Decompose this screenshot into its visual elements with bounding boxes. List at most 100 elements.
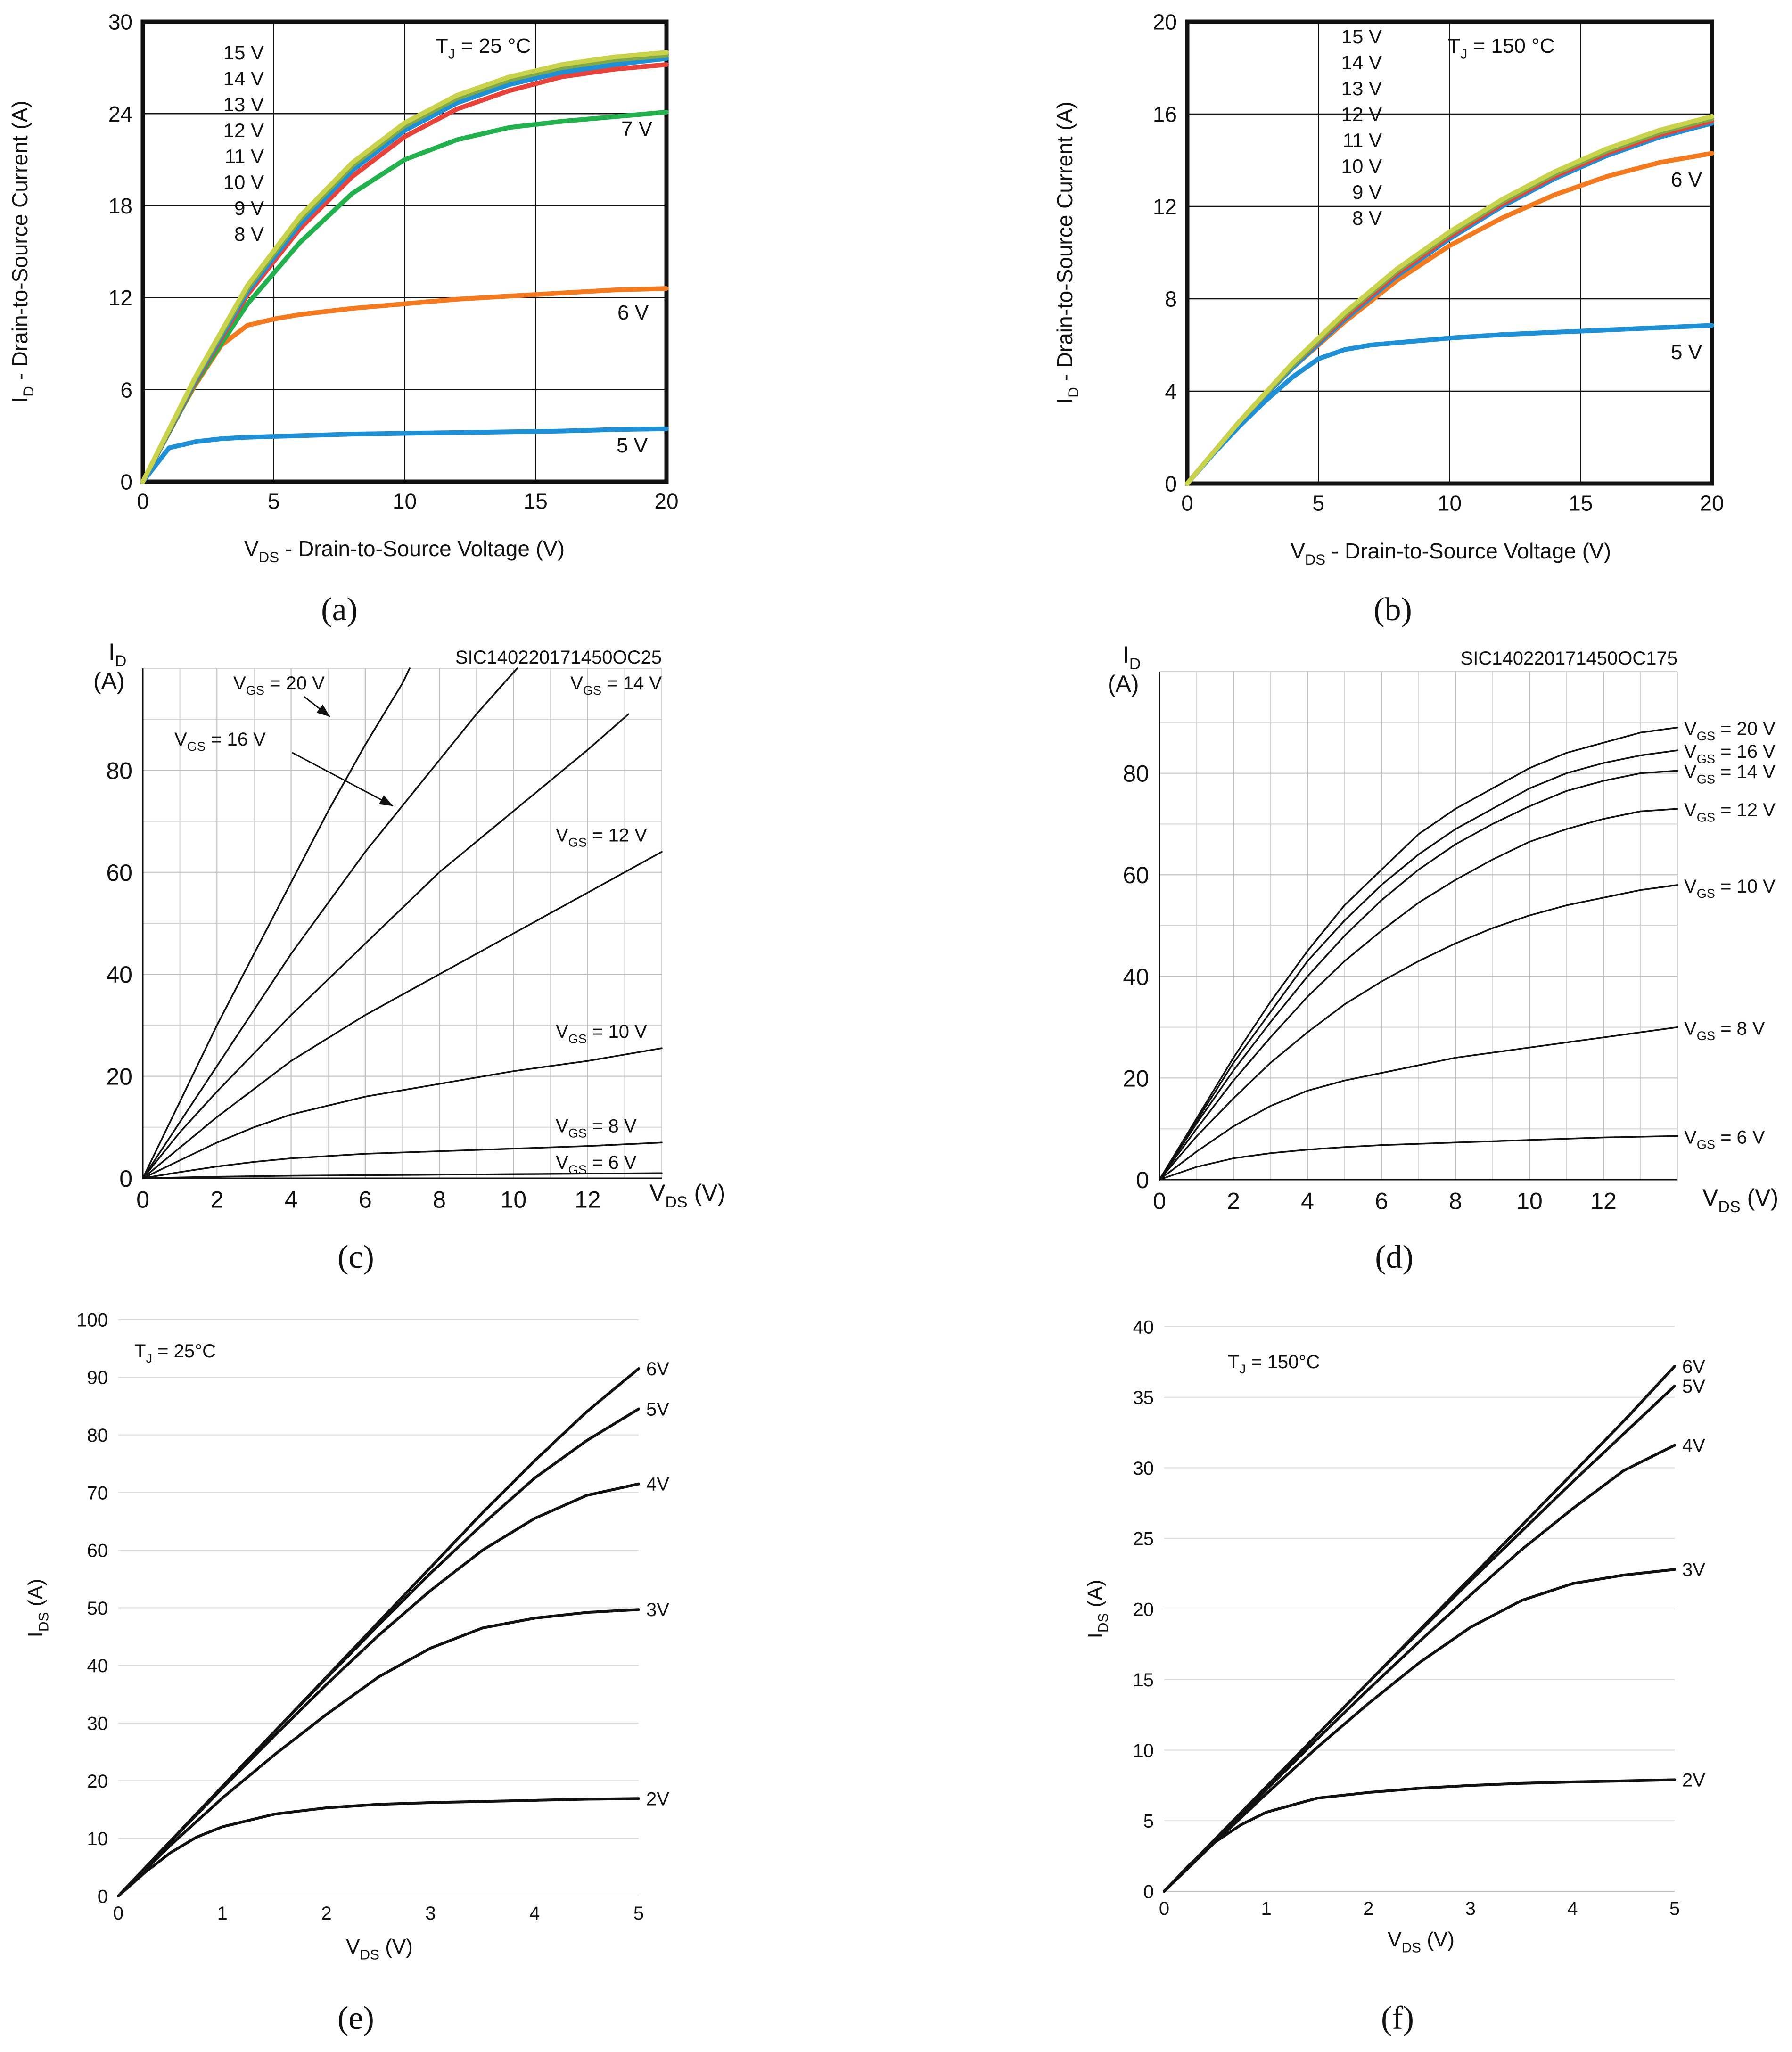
chart-a-series-line [140, 109, 669, 484]
chart-d-y-tick-label: 80 [1123, 761, 1149, 787]
chart-b-series-label: 5 V [1671, 341, 1702, 364]
chart-e-series-label: 2V [646, 1789, 669, 1809]
chart-d-x-tick-label: 8 [1449, 1188, 1462, 1215]
chart-b-legend-entry: 13 V [1341, 77, 1382, 99]
chart-b-legend-entry: 14 V [1341, 51, 1382, 74]
chart-f-series-line [1163, 1778, 1676, 1893]
chart-d-series-label: VGS​ = 16 V [1684, 741, 1776, 766]
chart-d-series-label: VGS​ = 14 V [1684, 762, 1776, 786]
chart-f-x-tick-label: 4 [1567, 1898, 1578, 1919]
panel-b: 0 5 10 15 20 0 4 8 12 16 20 VDS​ - Drain-to-Source … [1052, 10, 1724, 568]
chart-f-y-axis-label: IDS​ (A) [1084, 1580, 1111, 1639]
chart-d-series-line [1159, 808, 1678, 1181]
chart-e-x-tick-label: 5 [633, 1903, 644, 1924]
chart-d-y-axis-unit: (A) [1108, 671, 1139, 697]
panel-f: 0 1 2 3 4 5 0 5 10 15 20 25 30 35 40 VDS​ (V) IDS​ (A) TJ… [1084, 1317, 1705, 1955]
chart-d-series-label: VGS​ = 12 V [1684, 800, 1776, 824]
chart-f-x-tick-label: 0 [1159, 1898, 1169, 1919]
chart-c-y-axis-unit: (A) [93, 668, 125, 694]
chart-b-y-tick-label: 20 [1153, 10, 1177, 34]
chart-c-series-label: VGS​ = 6 V [556, 1152, 637, 1177]
chart-e-series-line [117, 1482, 640, 1897]
chart-f-y-tick-label: 40 [1133, 1317, 1154, 1338]
chart-c-callout-label: VGS​ = 20 V [233, 673, 325, 698]
chart-b-legend-entry: 10 V [1341, 155, 1382, 177]
panel-label-c: (c) [337, 1239, 374, 1275]
chart-c-x-tick-label: 0 [136, 1187, 149, 1213]
chart-b-y-tick-label: 0 [1165, 472, 1177, 496]
chart-a-x-tick-label: 20 [654, 489, 678, 514]
chart-b-legend-entry: 12 V [1341, 103, 1382, 125]
chart-e-series-line [117, 1608, 640, 1897]
chart-e-x-tick-label: 0 [113, 1903, 123, 1924]
chart-e-y-tick-label: 80 [87, 1425, 108, 1446]
chart-c-y-tick-label: 20 [106, 1064, 132, 1090]
chart-e-y-tick-label: 100 [76, 1310, 108, 1330]
chart-d-series-label: VGS​ = 10 V [1684, 876, 1776, 901]
chart-e-series-label: 3V [646, 1600, 669, 1620]
chart-a-series-label: 6 V [617, 301, 649, 324]
panel-d: 0 2 4 6 8 10 12 0 20 40 60 80 VDS​ (V) ID​(A) SIC14022… [1108, 641, 1778, 1216]
chart-d-y-tick-label: 20 [1123, 1065, 1149, 1092]
chart-d-series-label: VGS​ = 6 V [1684, 1127, 1765, 1151]
chart-d-series-label: VGS​ = 8 V [1684, 1018, 1765, 1043]
chart-f-series-label: 6V [1682, 1356, 1705, 1377]
chart-e-y-tick-label: 90 [87, 1368, 108, 1388]
chart-e-y-tick-label: 10 [87, 1829, 108, 1849]
chart-b-y-axis-label: ID​ - Drain-to-Source Current (A) [1052, 101, 1082, 403]
chart-c-y-tick-label: 60 [106, 860, 132, 886]
chart-e-series-line [117, 1797, 640, 1897]
chart-d-series-line [1159, 749, 1678, 1181]
chart-c-series-line [142, 667, 518, 1179]
chart-c-y-tick-label: 0 [119, 1166, 132, 1192]
chart-c-series-label: VGS​ = 8 V [556, 1116, 637, 1140]
chart-e-y-tick-label: 50 [87, 1598, 108, 1619]
chart-e-series-label: 5V [646, 1399, 669, 1420]
chart-e-y-axis-label: IDS​ (A) [24, 1579, 51, 1638]
chart-c-callout-arrowhead [378, 795, 393, 806]
chart-d-x-tick-label: 10 [1516, 1188, 1543, 1215]
chart-f-x-tick-label: 3 [1465, 1898, 1476, 1919]
chart-d-y-axis-label: ID​ [1123, 641, 1141, 673]
chart-e-series-label: 4V [646, 1474, 669, 1495]
chart-c-series-line [142, 1172, 663, 1179]
chart-e-y-tick-label: 20 [87, 1771, 108, 1792]
panel-c: 0 2 4 6 8 10 12 0 20 40 60 80 VDS​ (V) ID​(A) SIC14022… [93, 639, 725, 1213]
chart-a-series-label: 5 V [617, 434, 648, 457]
chart-e-y-tick-label: 70 [87, 1483, 108, 1503]
chart-c-series-line [142, 713, 629, 1179]
chart-d-x-tick-label: 2 [1227, 1188, 1240, 1215]
chart-d-title: SIC140220171450OC175 [1461, 648, 1677, 669]
chart-b-x-tick-label: 10 [1438, 491, 1462, 516]
panel-label-b: (b) [1373, 591, 1412, 628]
chart-c-x-tick-label: 6 [359, 1187, 372, 1213]
chart-a-y-tick-label: 0 [120, 470, 132, 494]
chart-b-legend-entry: 15 V [1341, 25, 1382, 48]
chart-f-series-label: 5V [1682, 1376, 1705, 1397]
chart-a-legend-entry: 10 V [223, 171, 264, 193]
chart-e-x-tick-label: 1 [217, 1903, 228, 1924]
chart-e-x-tick-label: 3 [425, 1903, 436, 1924]
chart-a-x-tick-label: 15 [524, 489, 548, 514]
chart-e-annotation: TJ​ = 25°C [134, 1341, 216, 1365]
panel-label-e: (e) [337, 2000, 374, 2036]
chart-f-y-tick-label: 0 [1143, 1881, 1154, 1902]
chart-f-x-tick-label: 5 [1669, 1898, 1680, 1919]
chart-a-legend-entry: 13 V [223, 93, 264, 115]
chart-e-series-line [117, 1367, 640, 1897]
chart-c-callout-arrowhead [316, 704, 330, 717]
chart-a-legend-entry: 11 V [225, 145, 264, 167]
chart-c-title: SIC140220171450OC25 [455, 647, 662, 668]
chart-c-series-line [142, 667, 411, 1179]
chart-f-x-tick-label: 2 [1363, 1898, 1373, 1919]
chart-a-legend-entry: 15 V [223, 41, 264, 64]
chart-b-legend-entry: 9 V [1352, 181, 1382, 203]
chart-b-x-tick-label: 5 [1312, 491, 1324, 516]
chart-e-series-label: 6V [646, 1359, 669, 1379]
chart-f-y-tick-label: 20 [1133, 1599, 1154, 1620]
chart-c-x-tick-label: 12 [575, 1187, 601, 1213]
chart-e-x-tick-label: 2 [321, 1903, 331, 1924]
chart-e-y-tick-label: 0 [98, 1886, 108, 1907]
chart-f-y-tick-label: 10 [1133, 1740, 1154, 1761]
chart-a-y-tick-label: 30 [108, 10, 132, 34]
